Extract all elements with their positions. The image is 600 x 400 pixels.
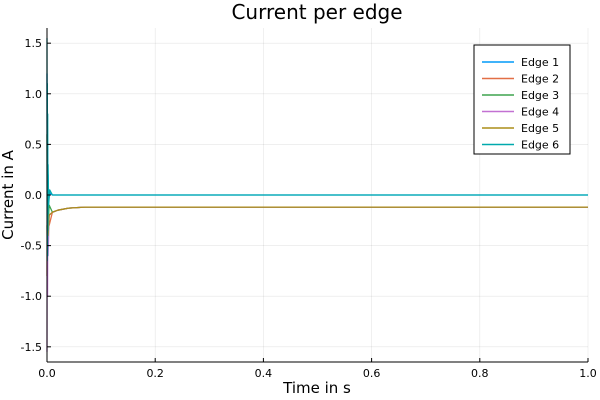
y-tick-label: -1.0 bbox=[21, 290, 42, 303]
y-tick-label: 1.5 bbox=[25, 37, 43, 50]
y-tick-label: 0.0 bbox=[25, 189, 43, 202]
y-axis-label: Current in A bbox=[0, 149, 17, 240]
x-tick-label: 0.6 bbox=[363, 367, 381, 380]
legend: Edge 1 Edge 2 Edge 3 Edge 4 Edge 5 Edge 6 bbox=[473, 44, 571, 155]
legend-label-edge-1: Edge 1 bbox=[521, 56, 559, 69]
x-tick-label: 0.2 bbox=[146, 367, 164, 380]
x-ticks: 0.0 0.2 0.4 0.6 0.8 1.0 bbox=[38, 358, 597, 380]
legend-label-edge-4: Edge 4 bbox=[521, 106, 559, 119]
y-tick-label: -0.5 bbox=[21, 240, 42, 253]
legend-label-edge-3: Edge 3 bbox=[521, 89, 559, 102]
x-tick-label: 0.0 bbox=[38, 367, 56, 380]
legend-label-edge-6: Edge 6 bbox=[521, 139, 559, 152]
legend-label-edge-2: Edge 2 bbox=[521, 73, 559, 86]
legend-box bbox=[473, 44, 571, 155]
y-ticks: -1.5 -1.0 -0.5 0.0 0.5 1.0 1.5 bbox=[21, 37, 51, 354]
legend-label-edge-5: Edge 5 bbox=[521, 122, 559, 135]
y-tick-label: 0.5 bbox=[25, 138, 43, 151]
x-axis-label: Time in s bbox=[282, 379, 351, 397]
x-tick-label: 1.0 bbox=[579, 367, 597, 380]
x-tick-label: 0.4 bbox=[255, 367, 273, 380]
y-tick-label: -1.5 bbox=[21, 341, 42, 354]
y-tick-label: 1.0 bbox=[25, 88, 43, 101]
x-tick-label: 0.8 bbox=[471, 367, 489, 380]
chart-title: Current per edge bbox=[231, 0, 402, 24]
